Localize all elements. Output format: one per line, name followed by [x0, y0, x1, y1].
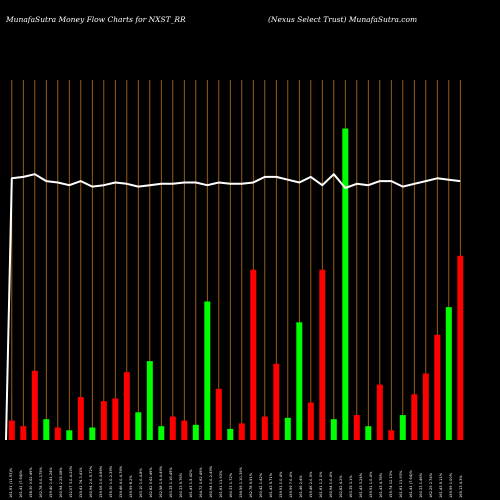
grid-lines: [11, 80, 461, 440]
flow-bar: [445, 307, 452, 440]
x-tick-label: 159.99 7.0-4%: [289, 471, 293, 498]
x-tick-labels: 161.61 (11.93)% 161.41 (7.64)% 158.30 0.62…: [9, 465, 463, 498]
flow-bar: [215, 388, 222, 440]
x-tick-label: 160.94 2.25.08%: [59, 467, 63, 498]
x-tick-label: 160.33 1.72%: [229, 472, 233, 498]
x-tick-label: 159.30 1.0-2.39%: [109, 465, 113, 498]
x-tick-label: 159.40 1.41.24%: [49, 467, 53, 498]
x-tick-label: 159.46 2.0-5%: [309, 471, 313, 498]
x-tick-label: 161.61 1.2-0%: [319, 471, 323, 498]
chart-header-right: (Nexus Select Trust) MunafaSutra.com: [268, 15, 417, 24]
flow-bar: [330, 419, 337, 440]
flow-bar: [399, 415, 406, 440]
flow-bar: [307, 402, 314, 440]
x-tick-label: 165.13 4.3%: [459, 475, 463, 498]
flow-bar: [20, 426, 27, 440]
flow-bar: [388, 430, 395, 440]
flow-bar: [411, 394, 418, 440]
x-tick-label: 159.46 4.0-4.76%: [119, 465, 123, 498]
x-tick-label: 161.61 (11.93)%: [9, 467, 13, 498]
flow-bar: [227, 428, 234, 440]
flow-bar: [376, 384, 383, 440]
x-tick-label: 162.78 0.0-175%: [39, 466, 43, 498]
price-line: [5, 173, 461, 441]
flow-bar: [43, 419, 50, 440]
flow-bar: [434, 334, 441, 440]
flow-bar: [353, 415, 360, 440]
x-tick-label: 161.43 5.11%: [439, 472, 443, 498]
flow-bar: [169, 416, 176, 440]
flow-bar: [319, 269, 326, 440]
x-tick-label: 159.91 1.0-4%: [369, 471, 373, 498]
x-tick-label: 160.33 1.46%: [419, 472, 423, 498]
flow-bar: [204, 301, 211, 440]
flow-bar: [123, 372, 130, 440]
money-flow-bars: [8, 128, 464, 440]
flow-bar: [365, 426, 372, 440]
flow-bar: [112, 398, 119, 440]
chart-header-left: MunafaSutra Money Flow Charts for NXST_R…: [5, 15, 186, 24]
x-tick-label: 163.35 3.1%: [349, 475, 353, 498]
flow-bar: [66, 430, 73, 440]
flow-bar: [457, 255, 464, 440]
flow-bar: [273, 363, 280, 440]
flow-bar: [54, 427, 61, 440]
x-tick-label: 159.99 8.2%: [129, 475, 133, 498]
flow-bar: [89, 427, 96, 440]
x-tick-label: 164.72 0.62.49%: [199, 467, 203, 498]
flow-bar: [250, 269, 257, 440]
x-tick-label: 160.94 1.0-2.49%: [209, 465, 213, 498]
flow-bar: [238, 423, 245, 440]
x-tick-label: 159.74 12.13%: [389, 470, 393, 498]
flow-bar: [422, 373, 429, 440]
x-tick-label: 160.42 1.42%: [259, 472, 263, 498]
x-tick-label: 161.61 11.93%: [219, 470, 223, 498]
flow-bar: [77, 397, 84, 440]
flow-bar: [100, 401, 107, 440]
x-tick-label: 161.43 4.78%: [379, 472, 383, 498]
x-tick-label: 158.30 0.62.49%: [29, 467, 33, 498]
flow-bar: [284, 417, 291, 440]
x-tick-label: 161.61 11.93%: [399, 470, 403, 498]
x-tick-label: 152.07 3.0-4.20%: [69, 465, 73, 498]
x-tick-label: 160.94 2.0-5.72%: [89, 465, 93, 498]
x-tick-label: 160.33 5.76%: [179, 472, 183, 498]
x-tick-label: 161.41 (7.64)%: [19, 469, 23, 498]
x-tick-label: 155.41 74.3.41%: [79, 467, 83, 498]
x-tick-label: 162.58 1.9-4.49%: [159, 465, 163, 498]
flow-bar: [31, 370, 38, 440]
price-line-path: [5, 173, 461, 441]
x-tick-label: 161.41 (7.64)%: [409, 469, 413, 498]
x-tick-label: 156.59 1.10-39%: [239, 466, 243, 498]
x-tick-label: 161.46 2.4%: [299, 475, 303, 498]
x-tick-label: 160.94 1.0-4%: [329, 471, 333, 498]
x-tick-label: 159.06 1.0-4.66%: [99, 465, 103, 498]
flow-bar: [261, 416, 268, 440]
flow-bar: [192, 424, 199, 440]
x-tick-label: 162.82 0.62.49%: [149, 467, 153, 498]
flow-bar: [296, 322, 303, 440]
x-tick-label: 162.82 4.2%: [339, 475, 343, 498]
x-tick-label: 163.35 1.16.45%: [169, 467, 173, 498]
x-tick-label: 161.43 5.71%: [269, 472, 273, 498]
x-tick-label: 162.78 5.51%: [249, 472, 253, 498]
flow-bar: [342, 128, 349, 440]
flow-bar: [146, 361, 153, 440]
flow-bar: [158, 426, 165, 440]
x-tick-label: 161.43 3.24%: [359, 472, 363, 498]
x-tick-label: 161.43 1.5.42%: [189, 469, 193, 498]
x-tick-label: 159.99 1.00%: [449, 472, 453, 498]
flow-bar: [181, 420, 188, 440]
flow-bar: [8, 420, 15, 440]
x-tick-label: 163.10 1.0-4.8%: [139, 468, 143, 498]
x-tick-label: 162.29 2.74%: [429, 472, 433, 498]
flow-bar: [135, 412, 142, 440]
x-tick-label: 159.91 1.0-4%: [279, 471, 283, 498]
